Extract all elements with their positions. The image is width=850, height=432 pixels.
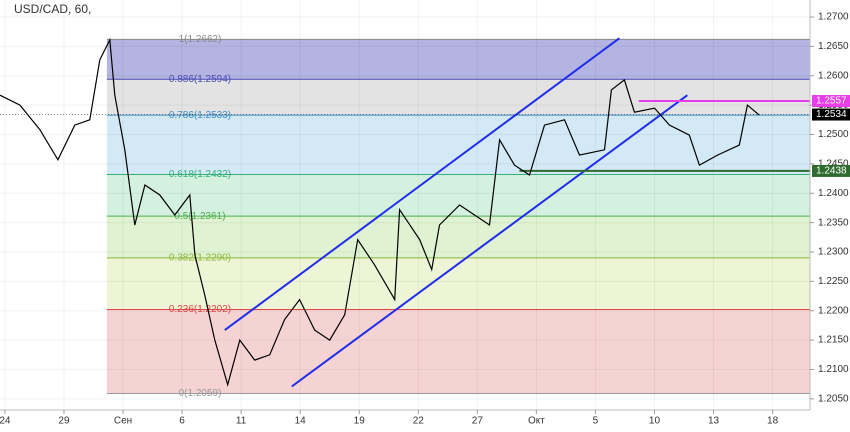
fib-band: [106, 39, 810, 80]
last-price-bg: [812, 108, 850, 121]
fib-label: 0.236(1.2202): [169, 304, 231, 315]
x-tick-label: 22: [413, 416, 425, 427]
fib-band: [106, 79, 810, 116]
y-tick-label: 1.2350: [818, 217, 849, 228]
chart-title: USD/CAD, 60,: [14, 2, 91, 16]
price-label-bg: [812, 164, 850, 177]
fib-label: 0.618(1.2432): [169, 169, 231, 180]
price-label-bg: [812, 95, 850, 108]
fib-band: [106, 115, 810, 175]
fib-label: 0.786(1.2533): [169, 110, 231, 121]
fib-label: 0.382(1.2290): [169, 253, 231, 264]
x-tick-label: 29: [58, 416, 70, 427]
y-tick-label: 1.2200: [818, 305, 849, 316]
y-tick-label: 1.2450: [818, 159, 849, 170]
fib-label: 0(1.2059): [179, 388, 222, 399]
y-tick-label: 1.2250: [818, 276, 849, 287]
y-tick-label: 1.2600: [818, 70, 849, 81]
fib-band: [106, 216, 810, 258]
x-tick-label: Сен: [114, 416, 132, 427]
x-tick-label: 18: [767, 416, 779, 427]
x-tick-label: 13: [708, 416, 720, 427]
trend-line: [224, 37, 621, 331]
x-tick-label: 14: [295, 416, 307, 427]
y-tick-label: 1.2500: [818, 129, 849, 140]
trend-line: [291, 94, 688, 388]
y-tick-label: 1.2050: [818, 393, 849, 404]
y-tick-label: 1.2650: [818, 41, 849, 52]
y-tick-label: 1.2150: [818, 335, 849, 346]
x-tick-label: 11: [236, 416, 247, 427]
fib-band: [106, 309, 810, 394]
x-tick-label: Окт: [528, 416, 545, 427]
y-tick-label: 1.2700: [818, 12, 849, 23]
y-tick-label: 1.2300: [818, 247, 849, 258]
x-tick-label: 19: [354, 416, 366, 427]
fib-label: 0.886(1.2594): [169, 74, 231, 85]
y-tick-label: 1.2100: [818, 364, 849, 375]
fib-band: [106, 257, 810, 310]
x-tick-label: 27: [472, 416, 484, 427]
x-tick-label: 10: [649, 416, 661, 427]
y-tick-label: 1.2400: [818, 188, 849, 199]
fib-label: 1(1.2662): [179, 34, 222, 45]
fib-label: 0.5(1.2361): [174, 211, 225, 222]
x-tick-label: 5: [593, 416, 599, 427]
fib-band: [106, 174, 810, 217]
price-series: [0, 37, 760, 387]
price-label: 1.2557: [816, 96, 847, 107]
x-tick-label: 24: [0, 416, 11, 427]
x-tick-label: 6: [179, 416, 185, 427]
price-label: 1.2438: [816, 166, 847, 177]
last-price-label: 1.2534: [816, 109, 847, 120]
